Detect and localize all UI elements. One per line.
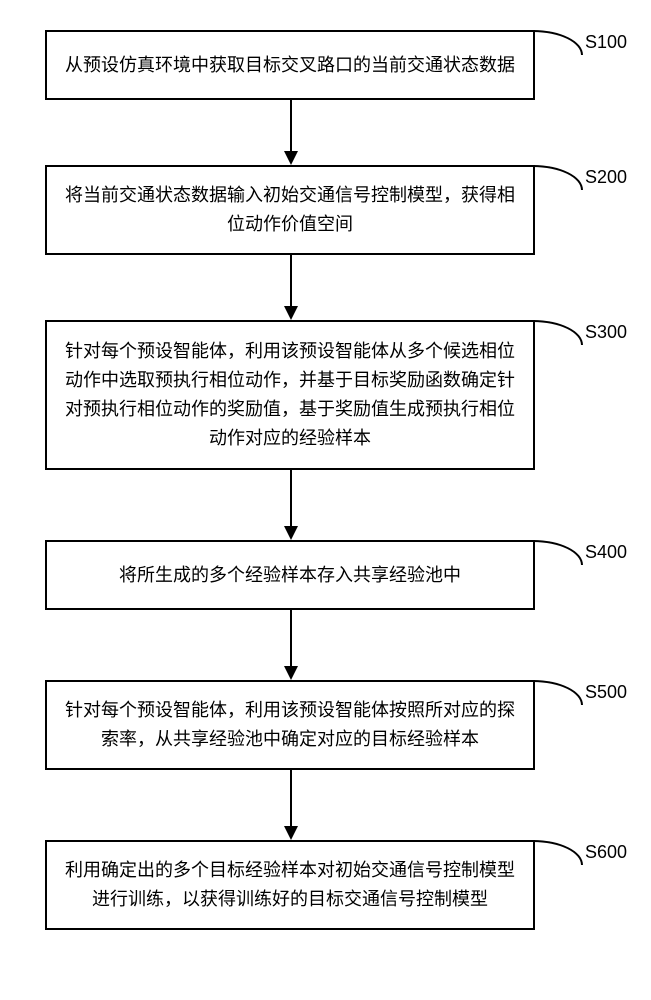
flow-node-n6: 利用确定出的多个目标经验样本对初始交通信号控制模型进行训练，以获得训练好的目标交…	[45, 840, 535, 930]
arrow-head-icon	[284, 666, 298, 680]
flow-node-text: 针对每个预设智能体，利用该预设智能体从多个候选相位动作中选取预执行相位动作，并基…	[63, 337, 517, 452]
arrow-head-icon	[284, 151, 298, 165]
arrow-line	[290, 470, 292, 526]
arrow-line	[290, 100, 292, 151]
flow-arrow	[290, 470, 292, 540]
flow-node-text: 将所生成的多个经验样本存入共享经验池中	[119, 561, 461, 590]
arrow-line	[290, 770, 292, 826]
arrow-line	[290, 255, 292, 306]
flow-node-n1: 从预设仿真环境中获取目标交叉路口的当前交通状态数据	[45, 30, 535, 100]
step-label-n5: S500	[585, 682, 627, 703]
arrow-line	[290, 610, 292, 666]
flow-node-text: 利用确定出的多个目标经验样本对初始交通信号控制模型进行训练，以获得训练好的目标交…	[63, 856, 517, 914]
flow-node-n5: 针对每个预设智能体，利用该预设智能体按照所对应的探索率，从共享经验池中确定对应的…	[45, 680, 535, 770]
flowchart-canvas: 从预设仿真环境中获取目标交叉路口的当前交通状态数据 S100 将当前交通状态数据输入…	[0, 0, 651, 1000]
label-connector	[533, 680, 583, 705]
flow-node-text: 针对每个预设智能体，利用该预设智能体按照所对应的探索率，从共享经验池中确定对应的…	[63, 696, 517, 754]
arrow-head-icon	[284, 826, 298, 840]
step-label-n4: S400	[585, 542, 627, 563]
flow-node-text: 从预设仿真环境中获取目标交叉路口的当前交通状态数据	[65, 51, 515, 80]
arrow-head-icon	[284, 526, 298, 540]
flow-arrow	[290, 255, 292, 320]
label-connector	[533, 840, 583, 865]
label-connector	[533, 320, 583, 345]
flow-node-n4: 将所生成的多个经验样本存入共享经验池中	[45, 540, 535, 610]
step-label-n1: S100	[585, 32, 627, 53]
step-label-n3: S300	[585, 322, 627, 343]
label-connector	[533, 165, 583, 190]
flow-node-text: 将当前交通状态数据输入初始交通信号控制模型，获得相位动作价值空间	[63, 181, 517, 239]
label-connector	[533, 30, 583, 55]
arrow-head-icon	[284, 306, 298, 320]
label-connector	[533, 540, 583, 565]
flow-node-n2: 将当前交通状态数据输入初始交通信号控制模型，获得相位动作价值空间	[45, 165, 535, 255]
flow-node-n3: 针对每个预设智能体，利用该预设智能体从多个候选相位动作中选取预执行相位动作，并基…	[45, 320, 535, 470]
flow-arrow	[290, 610, 292, 680]
step-label-n2: S200	[585, 167, 627, 188]
flow-arrow	[290, 100, 292, 165]
step-label-n6: S600	[585, 842, 627, 863]
flow-arrow	[290, 770, 292, 840]
